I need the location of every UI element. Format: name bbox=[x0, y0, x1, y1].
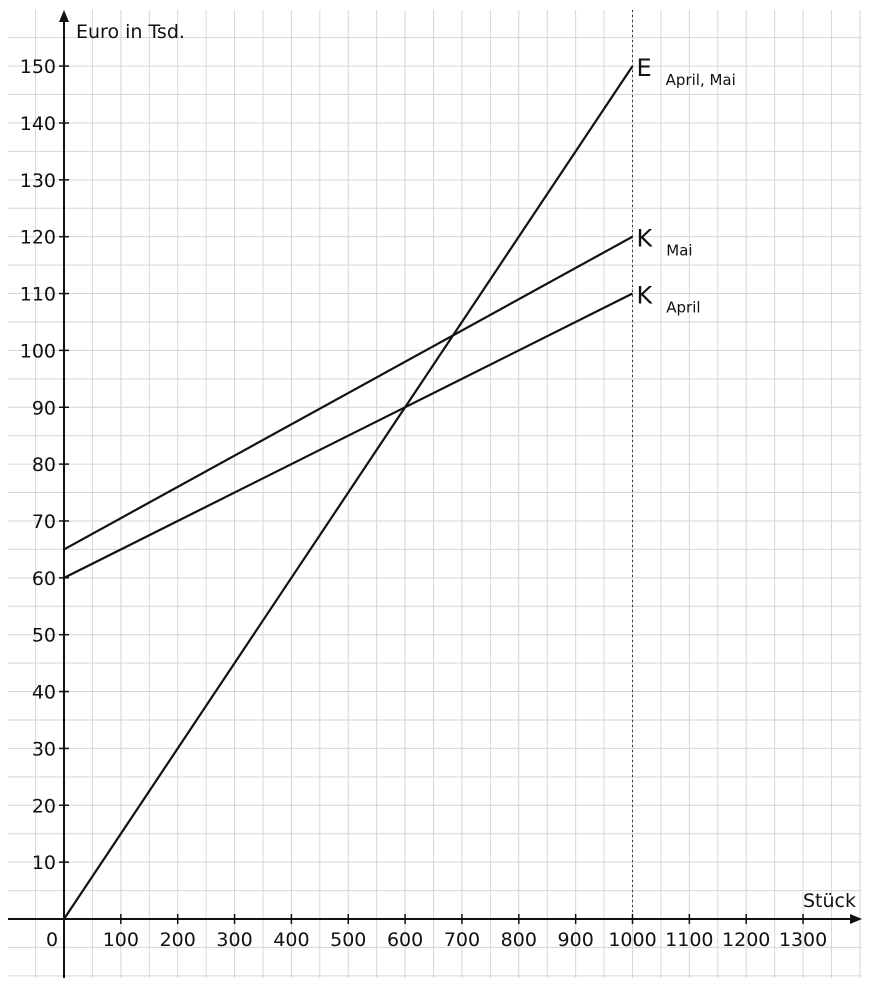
y-tick-label: 20 bbox=[32, 795, 56, 817]
y-axis-title: Euro in Tsd. bbox=[76, 21, 185, 43]
x-tick-label: 200 bbox=[160, 929, 196, 951]
series-subscript: April bbox=[666, 299, 700, 317]
x-tick-label: 600 bbox=[387, 929, 423, 951]
series-subscript: Mai bbox=[666, 242, 692, 260]
series-group bbox=[63, 65, 634, 920]
series-label-2: K Mai bbox=[637, 225, 693, 260]
axes bbox=[8, 10, 862, 978]
y-tick-label: 30 bbox=[32, 738, 56, 760]
y-tick-label: 120 bbox=[20, 227, 56, 249]
x-tick-label: 100 bbox=[103, 929, 139, 951]
y-tick-label: 10 bbox=[32, 852, 56, 874]
series-label-3: K April bbox=[637, 282, 701, 317]
y-tick-label: 80 bbox=[32, 454, 56, 476]
x-tick-label: 900 bbox=[558, 929, 594, 951]
x-axis-arrow-icon bbox=[850, 914, 862, 924]
y-tick-label: 70 bbox=[32, 511, 56, 533]
series-label-1: E April, Mai bbox=[637, 54, 736, 89]
series-subscript: April, Mai bbox=[666, 71, 736, 89]
x-tick-label: 1200 bbox=[722, 929, 770, 951]
tick-labels: 100 200 300 400 500 600 700 800 900 1000 1100 1200 1… bbox=[20, 56, 827, 951]
ticks bbox=[59, 65, 804, 924]
y-tick-label: 140 bbox=[20, 113, 56, 135]
x-axis-title: Stück bbox=[803, 890, 856, 912]
y-tick-label: 90 bbox=[32, 397, 56, 419]
y-tick-label: 110 bbox=[20, 284, 56, 306]
series-labels: E April, Mai K Mai K April bbox=[637, 54, 736, 316]
grid bbox=[8, 10, 862, 978]
x-tick-label: 800 bbox=[501, 929, 537, 951]
x-tick-label: 700 bbox=[444, 929, 480, 951]
series-name: E bbox=[637, 54, 652, 82]
y-axis-arrow-icon bbox=[59, 10, 69, 22]
y-tick-label: 40 bbox=[32, 682, 56, 704]
y-tick-label: 130 bbox=[20, 170, 56, 192]
x-tick-label: 1100 bbox=[665, 929, 713, 951]
series-line-3 bbox=[63, 292, 633, 579]
series-name: K bbox=[637, 282, 654, 310]
x-tick-label: 1000 bbox=[608, 929, 656, 951]
x-tick-label: 400 bbox=[273, 929, 309, 951]
y-tick-label: 50 bbox=[32, 625, 56, 647]
series-name: K bbox=[637, 225, 654, 253]
series-line-2 bbox=[63, 235, 634, 551]
series-line-1 bbox=[63, 65, 634, 920]
x-tick-label: 500 bbox=[330, 929, 366, 951]
x-tick-label: 1300 bbox=[779, 929, 827, 951]
x-tick-label: 300 bbox=[216, 929, 252, 951]
y-tick-label: 150 bbox=[20, 56, 56, 78]
y-tick-label: 60 bbox=[32, 568, 56, 590]
y-tick-label: 100 bbox=[20, 340, 56, 362]
x-origin-label: 0 bbox=[46, 929, 58, 951]
